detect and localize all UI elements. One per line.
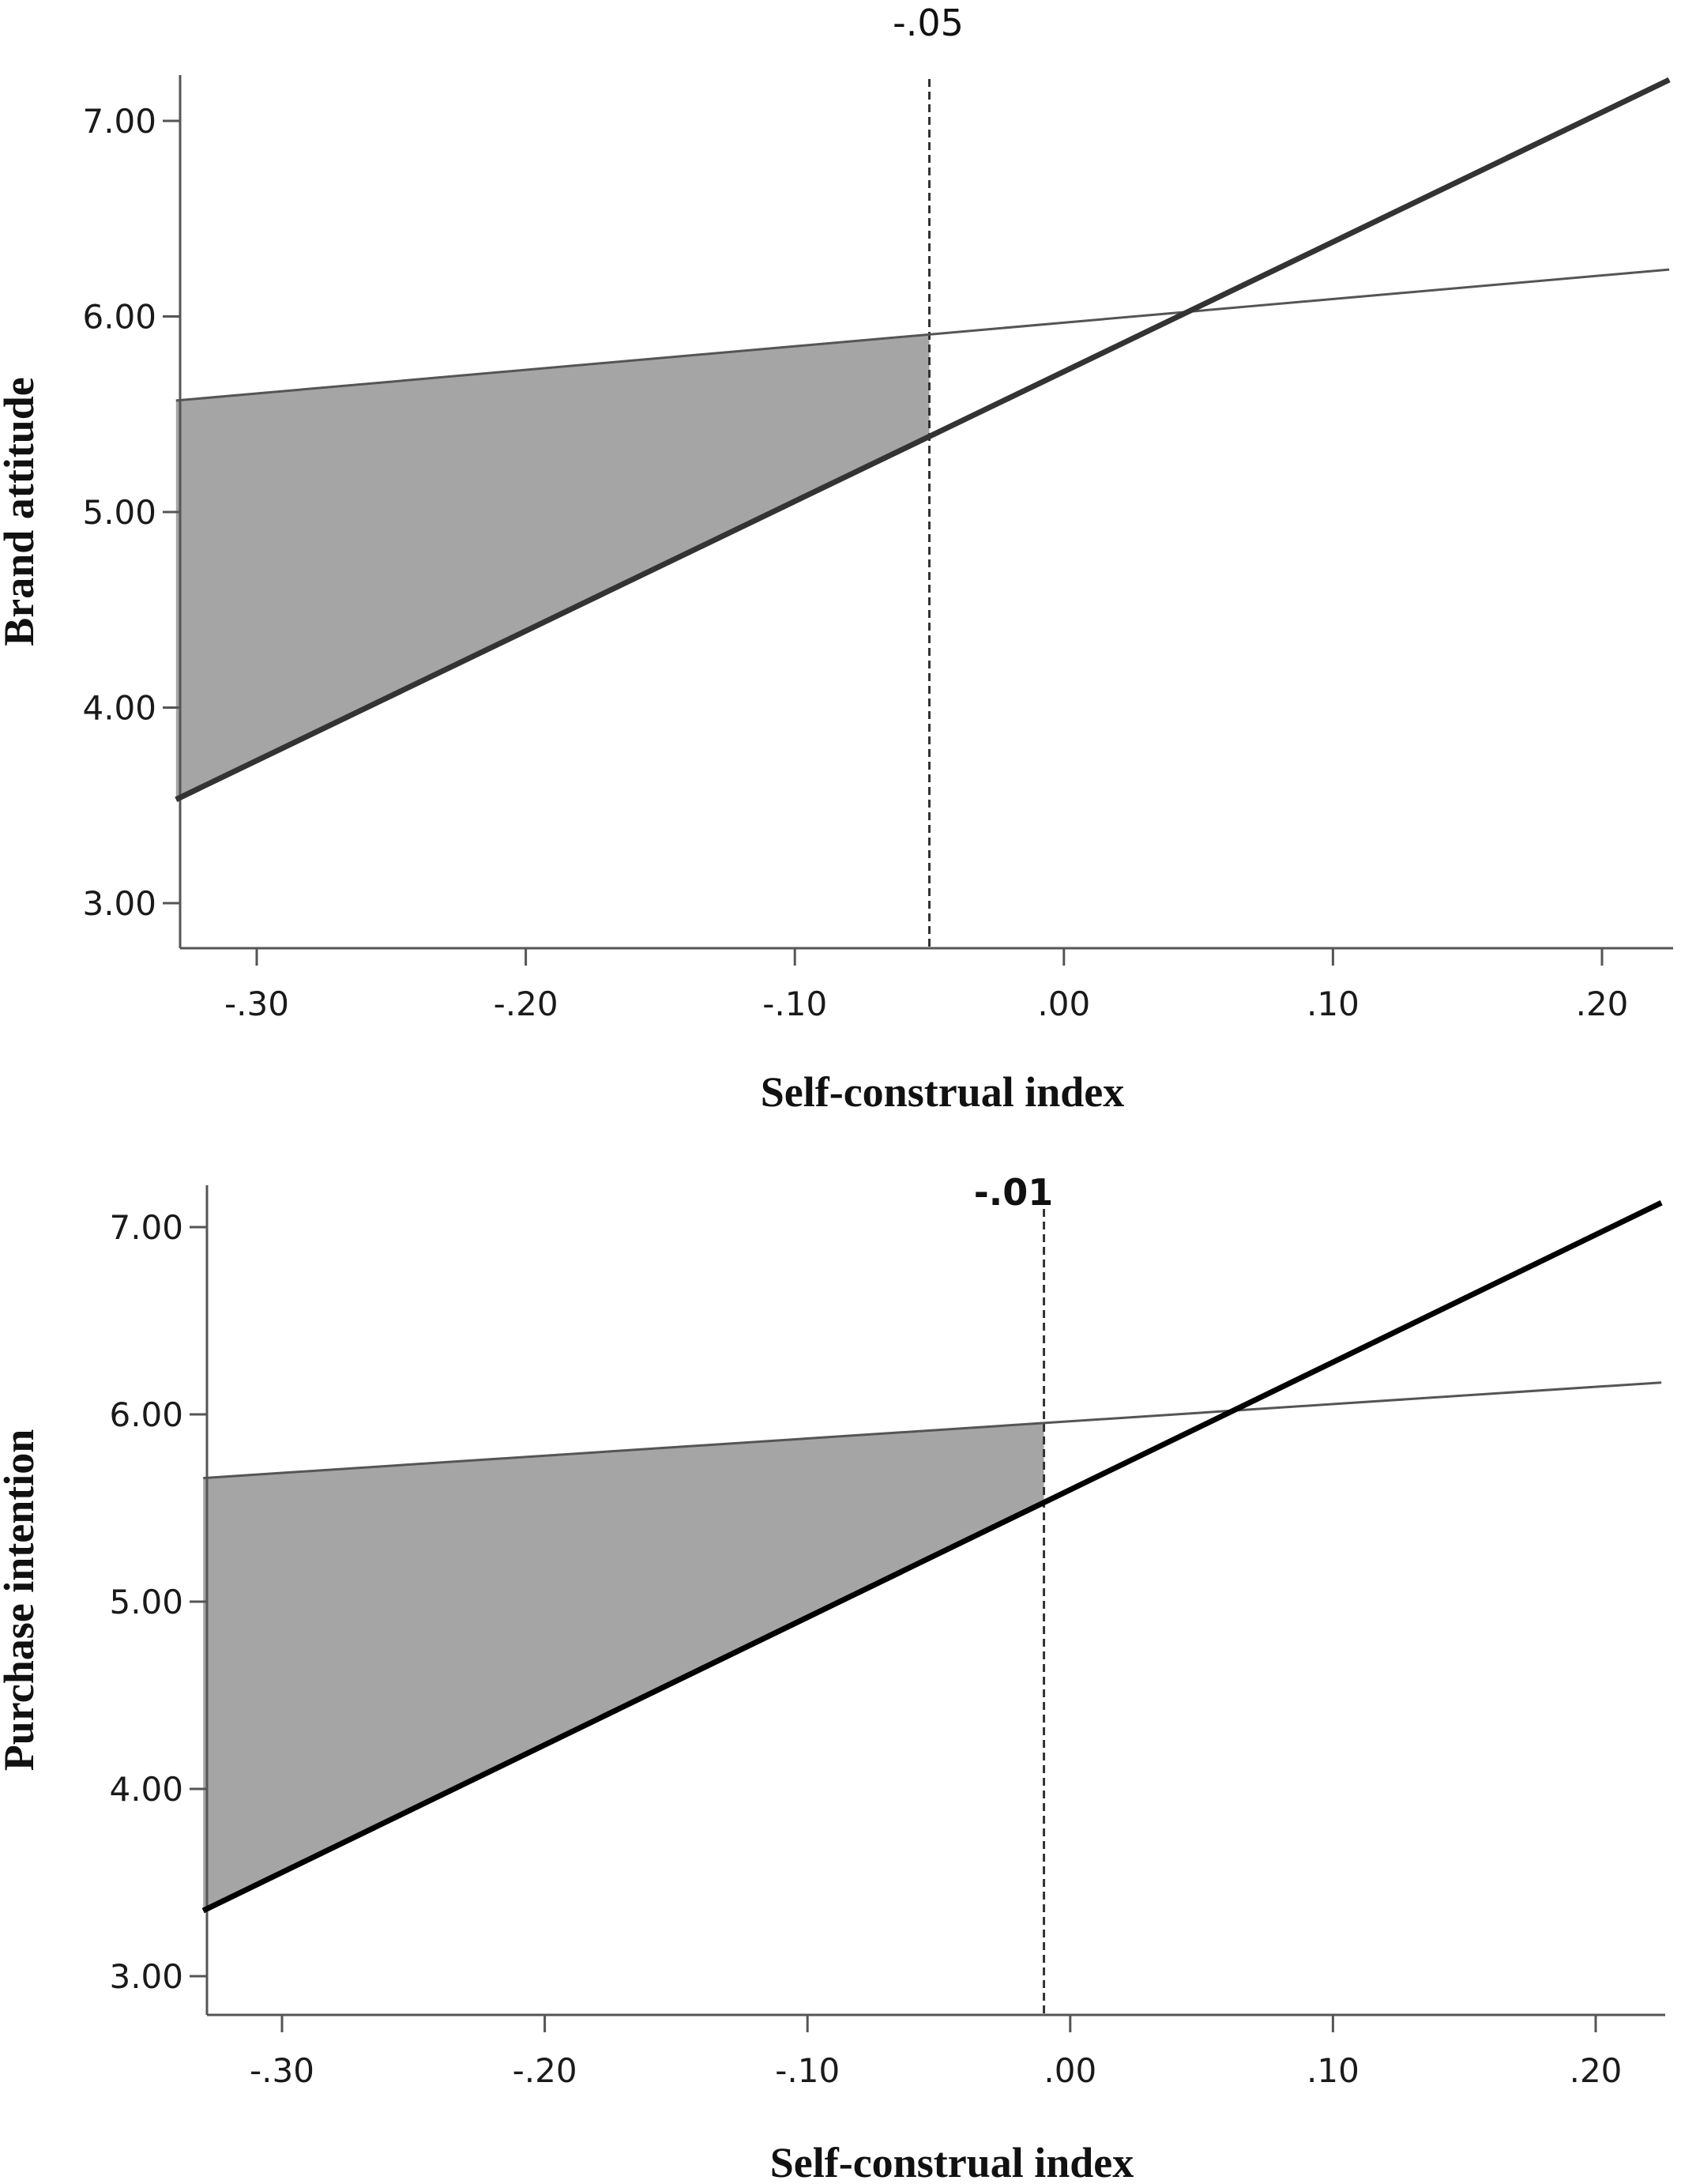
y-tick-label: 7.00 — [109, 1208, 183, 1247]
x-tick-label: -.30 — [250, 2051, 314, 2090]
series-line-thin — [175, 268, 1670, 402]
y-axis-title: Purchase intention — [0, 1429, 43, 1772]
x-ticks: -.30 -.20 -.10 .00 .10 .20 — [224, 948, 1628, 1023]
x-tick-label: -.20 — [494, 985, 558, 1023]
y-tick-label: 6.00 — [109, 1395, 183, 1434]
x-ticks: -.30 -.20 -.10 .00 .10 .20 — [250, 2015, 1622, 2090]
y-tick-label: 3.00 — [82, 884, 156, 923]
y-tick-label: 6.00 — [82, 298, 156, 337]
y-tick-label: 5.00 — [82, 493, 156, 532]
shaded-region — [175, 334, 930, 800]
critical-value-label: -.05 — [893, 2, 964, 44]
shaded-region — [203, 1422, 1044, 1911]
x-tick-label: .00 — [1044, 2051, 1096, 2090]
x-axis-title: Self-construal index — [770, 2139, 1134, 2184]
y-tick-label: 4.00 — [109, 1770, 183, 1809]
series-line-thick — [201, 1200, 1663, 1914]
y-tick-label: 4.00 — [82, 689, 156, 728]
x-tick-label: -.20 — [513, 2051, 577, 2090]
x-tick-label: .10 — [1307, 2051, 1359, 2090]
x-tick-label: .00 — [1037, 985, 1090, 1023]
series-line-thin — [203, 1381, 1662, 1480]
y-ticks: 3.00 4.00 5.00 6.00 7.00 — [109, 1208, 207, 1996]
x-tick-label: -.30 — [224, 985, 289, 1023]
y-tick-label: 7.00 — [82, 102, 156, 141]
y-tick-label: 3.00 — [109, 1957, 183, 1996]
y-ticks: 3.00 4.00 5.00 6.00 7.00 — [82, 102, 180, 923]
y-tick-label: 5.00 — [109, 1583, 183, 1621]
x-tick-label: -.10 — [775, 2051, 840, 2090]
x-tick-label: .20 — [1570, 2051, 1623, 2090]
y-axis-title: Brand attitude — [0, 377, 43, 646]
critical-value-label: -.01 — [974, 1171, 1054, 1214]
series-line-thick — [175, 77, 1671, 802]
x-tick-label: .20 — [1576, 985, 1629, 1023]
x-tick-label: .10 — [1307, 985, 1359, 1023]
x-tick-label: -.10 — [762, 985, 827, 1023]
brand-attitude-chart: 3.00 4.00 5.00 6.00 7.00 -.30 -.20 -.10 .00 .10.… — [0, 2, 1673, 1116]
axes — [205, 1185, 1665, 2016]
purchase-intention-chart: 3.00 4.00 5.00 6.00 7.00 -.30 -.20 -.10 .00 .10.… — [0, 1171, 1665, 2184]
x-axis-title: Self-construal index — [761, 1068, 1125, 1116]
